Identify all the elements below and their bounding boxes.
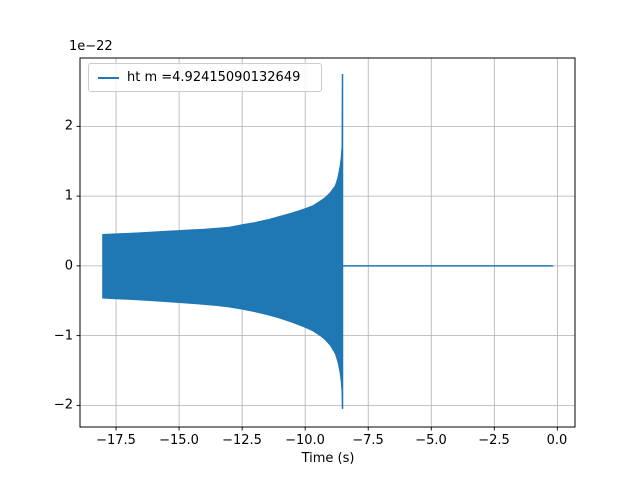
chirp-envelope <box>102 73 343 409</box>
y-tick-label: −1 <box>53 328 73 344</box>
axes-spines <box>79 57 576 428</box>
y-tick-label: −2 <box>53 397 73 413</box>
x-tick-label: −5.0 <box>415 433 447 448</box>
x-tick-label: −10.0 <box>285 433 325 448</box>
x-axis-title: Time (s) <box>301 451 355 466</box>
legend: ht m =4.92415090132649 <box>88 63 322 92</box>
y-axis-offset-text: 1e−22 <box>69 39 113 54</box>
x-tick-label: 0.0 <box>546 433 568 448</box>
x-tick-label: −7.5 <box>352 433 384 448</box>
x-tick-label: −12.5 <box>222 433 262 448</box>
y-tick-label: 2 <box>64 118 73 134</box>
legend-line-sample <box>98 76 119 79</box>
y-tick-label: 1 <box>64 188 73 204</box>
y-tick-label: 0 <box>64 258 73 274</box>
legend-label: ht m =4.92415090132649 <box>127 70 301 85</box>
x-tick-label: −17.5 <box>96 433 136 448</box>
x-tick-label: −2.5 <box>478 433 510 448</box>
x-tick-label: −15.0 <box>159 433 199 448</box>
